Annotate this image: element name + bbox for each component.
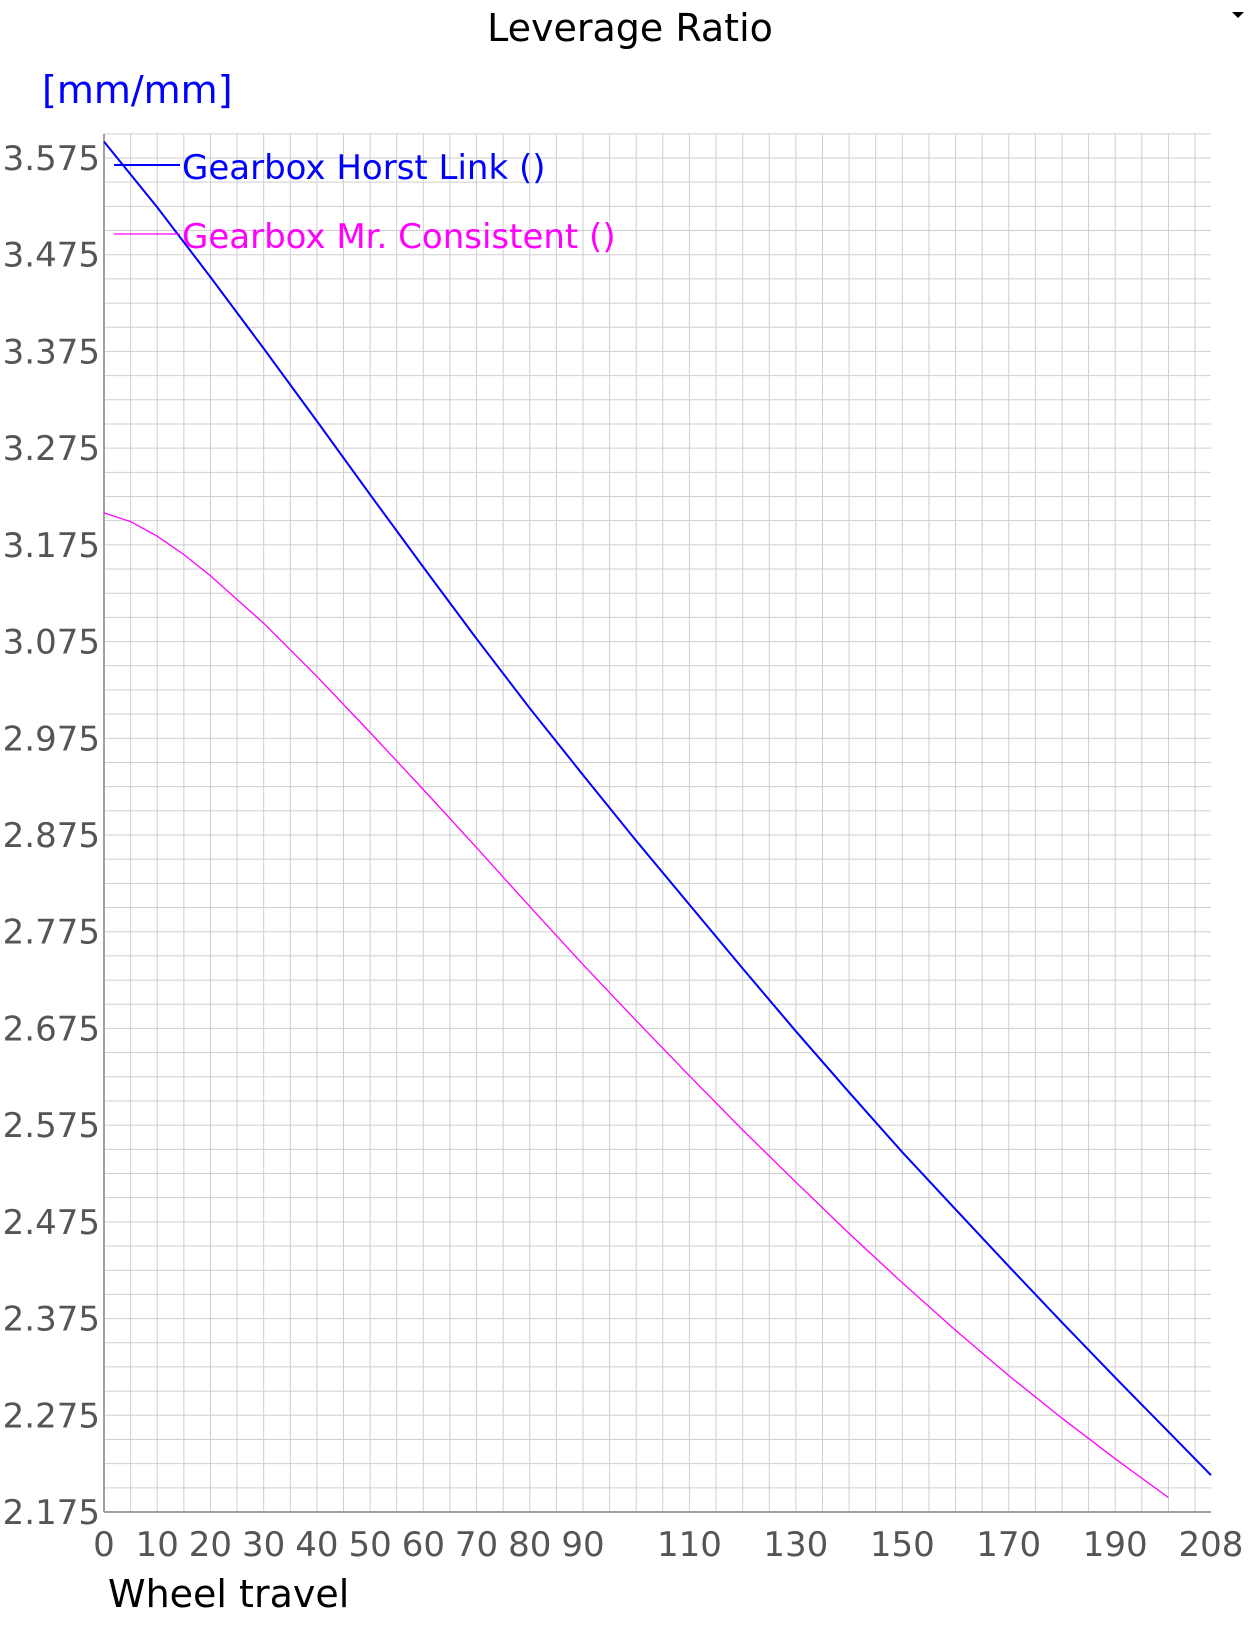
x-tick-label: 60 <box>402 1525 445 1565</box>
y-tick-label: 3.375 <box>3 332 100 372</box>
x-tick-label: 0 <box>93 1525 115 1565</box>
chart-tick-labels: 0 10 20 30 40 50 60 70 80 90 110 130 150 170 190 208 2.1… <box>3 139 1244 1565</box>
y-tick-label: 2.175 <box>3 1493 100 1533</box>
x-tick-label: 110 <box>657 1525 722 1565</box>
legend-entry-label: Gearbox Horst Link () <box>182 148 546 188</box>
y-tick-label: 2.975 <box>3 719 100 759</box>
chart-grid <box>103 133 1211 1513</box>
y-tick-label: 2.775 <box>3 913 100 953</box>
x-tick-label: 20 <box>189 1525 232 1565</box>
y-tick-label: 2.675 <box>3 1009 100 1049</box>
chart-axes <box>103 133 1211 1513</box>
y-tick-label: 3.475 <box>3 236 100 276</box>
y-tick-label: 3.575 <box>3 139 100 179</box>
chart-series <box>103 140 1212 1499</box>
chart-menu-caret-icon[interactable] <box>1232 12 1244 18</box>
x-tick-label: 90 <box>561 1525 604 1565</box>
y-tick-label: 3.275 <box>3 429 100 469</box>
x-tick-label: 150 <box>870 1525 935 1565</box>
x-tick-label: 40 <box>295 1525 338 1565</box>
x-tick-label: 30 <box>242 1525 285 1565</box>
y-tick-label: 2.275 <box>3 1396 100 1436</box>
chart-title: Leverage Ratio <box>487 6 773 50</box>
y-tick-label: 2.475 <box>3 1203 100 1243</box>
y-tick-label: 2.875 <box>3 816 100 856</box>
y-tick-label: 2.375 <box>3 1300 100 1340</box>
y-tick-label: 3.175 <box>3 526 100 566</box>
y-axis-unit-label: [mm/mm] <box>42 68 233 112</box>
x-tick-label: 190 <box>1083 1525 1148 1565</box>
chart-legend: Gearbox Horst Link () Gearbox Mr. Consist… <box>114 148 616 257</box>
y-tick-label: 2.575 <box>3 1106 100 1146</box>
legend-entry-label: Gearbox Mr. Consistent () <box>182 217 616 257</box>
y-tick-label: 3.075 <box>3 623 100 663</box>
series-line-1 <box>103 140 1212 1476</box>
x-tick-label: 208 <box>1179 1525 1244 1565</box>
x-axis-label: Wheel travel <box>108 1572 350 1616</box>
x-tick-label: 50 <box>348 1525 391 1565</box>
x-tick-label: 170 <box>976 1525 1041 1565</box>
x-tick-label: 80 <box>508 1525 551 1565</box>
x-tick-label: 70 <box>455 1525 498 1565</box>
series-line-2 <box>103 512 1169 1499</box>
x-tick-label: 10 <box>136 1525 179 1565</box>
x-tick-label: 130 <box>763 1525 828 1565</box>
